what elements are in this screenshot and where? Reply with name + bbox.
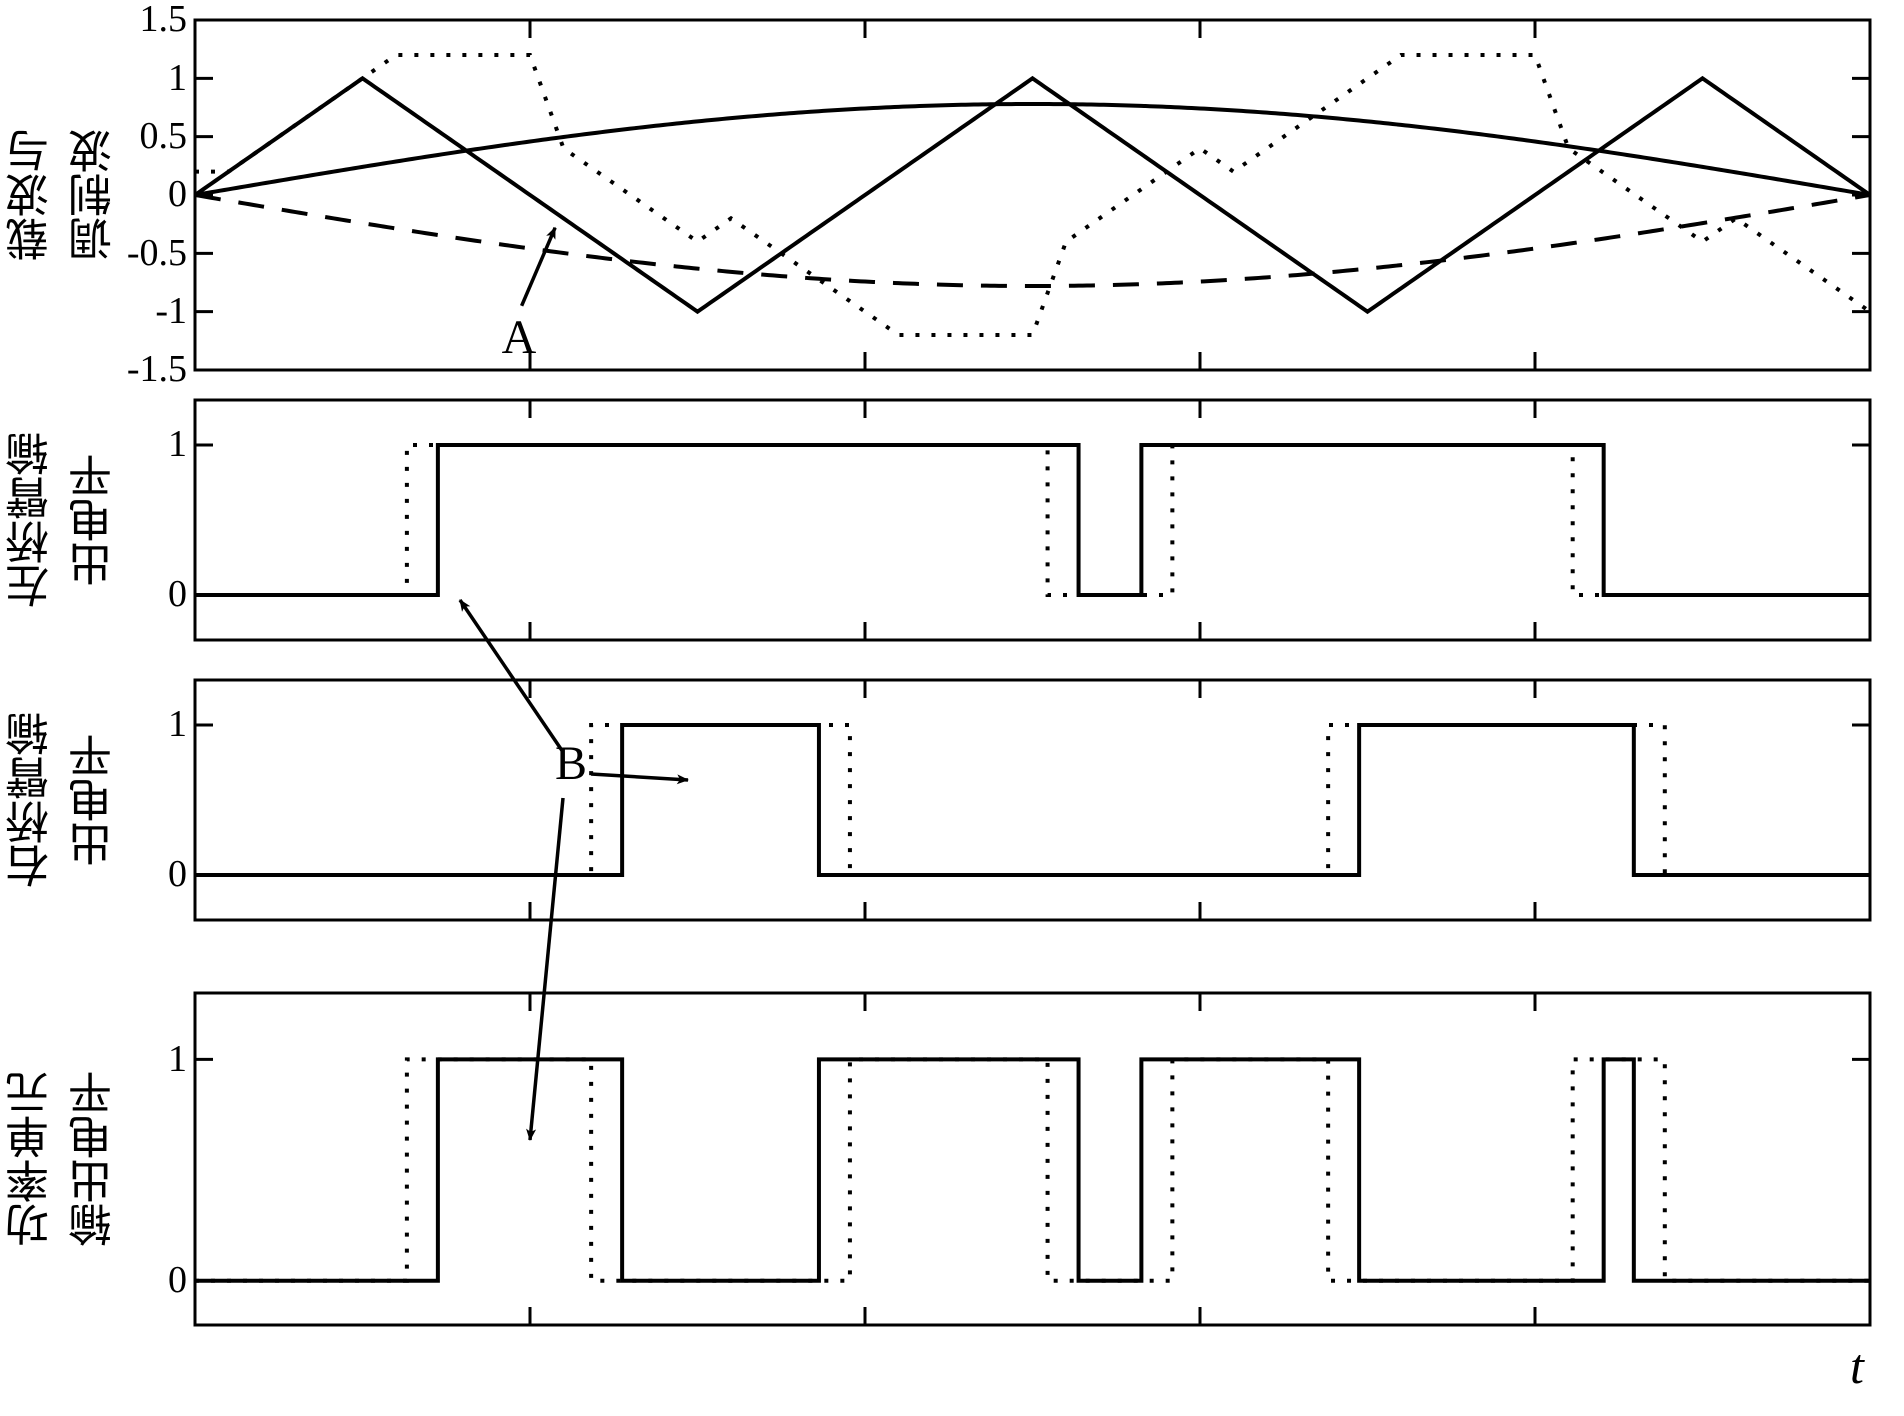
y-axis-label-outer: 左桥臂输 <box>10 400 54 640</box>
y-tick-label: 1 <box>168 422 187 466</box>
y-tick-label: -0.5 <box>127 231 187 275</box>
y-tick-label: -1 <box>155 289 187 333</box>
annotation-B-label: B <box>555 736 587 791</box>
chart-svg <box>0 0 1904 1416</box>
y-tick-label: 1 <box>168 56 187 100</box>
chart-container: t A B -1.5 -1 -0.5 0 0.5 1 1.5 载波与调制波 0 1 左桥臂输出电平 0… <box>0 0 1904 1416</box>
y-tick-label: 0.5 <box>140 114 188 158</box>
y-axis-label-outer: 功率单元 <box>10 993 54 1325</box>
y-tick-label: 1 <box>168 702 187 746</box>
y-axis-label-inner: 输出电平 <box>73 993 117 1325</box>
y-tick-label: 0 <box>168 1258 187 1302</box>
y-tick-label: 0 <box>168 572 187 616</box>
y-tick-label: 0 <box>168 172 187 216</box>
y-tick-label: 0 <box>168 852 187 896</box>
y-axis-label-outer: 右桥臂输 <box>10 680 54 920</box>
y-tick-label: 1.5 <box>140 0 188 41</box>
y-tick-label: 1 <box>168 1037 187 1081</box>
y-axis-label-outer: 载波与 <box>10 20 54 370</box>
y-axis-label-inner: 出电平 <box>73 680 117 920</box>
x-axis-label: t <box>1850 1337 1864 1395</box>
annotation-A-label: A <box>502 310 537 365</box>
y-axis-label-inner: 出电平 <box>73 400 117 640</box>
y-tick-label: -1.5 <box>127 347 187 391</box>
y-axis-label-inner: 调制波 <box>73 20 117 370</box>
